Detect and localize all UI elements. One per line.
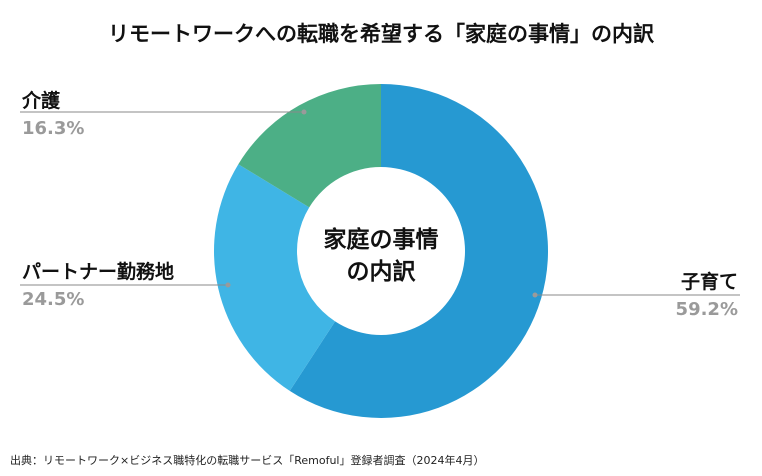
leader-dot-childcare bbox=[532, 292, 538, 298]
slice-label-partner-workplace: パートナー勤務地 bbox=[22, 260, 174, 283]
donut-slice-partner-workplace bbox=[213, 164, 336, 391]
leader-lines-group bbox=[20, 109, 740, 298]
slice-value-nursing-care: 16.3% bbox=[22, 118, 84, 139]
slice-value-childcare: 59.2% bbox=[676, 299, 738, 320]
source-note: 出典：リモートワーク×ビジネス職特化の転職サービス「Remoful」登録者調査（… bbox=[10, 454, 485, 467]
center-label-line-1: 家庭の事情 bbox=[324, 226, 439, 253]
donut-slice-childcare bbox=[289, 84, 549, 418]
chart-title: リモートワークへの転職を希望する「家庭の事情」の内訳 bbox=[108, 22, 654, 46]
donut-slice-nursing-care bbox=[238, 84, 381, 208]
slice-value-partner-workplace: 24.5% bbox=[22, 289, 84, 310]
slice-label-childcare: 子育て bbox=[681, 270, 738, 293]
leader-dot-nursing-care bbox=[301, 109, 307, 115]
center-label-line-2: の内訳 bbox=[347, 258, 417, 285]
slices-group bbox=[213, 84, 549, 418]
slice-label-nursing-care: 介護 bbox=[21, 89, 61, 112]
leader-dot-partner-workplace bbox=[225, 282, 231, 288]
